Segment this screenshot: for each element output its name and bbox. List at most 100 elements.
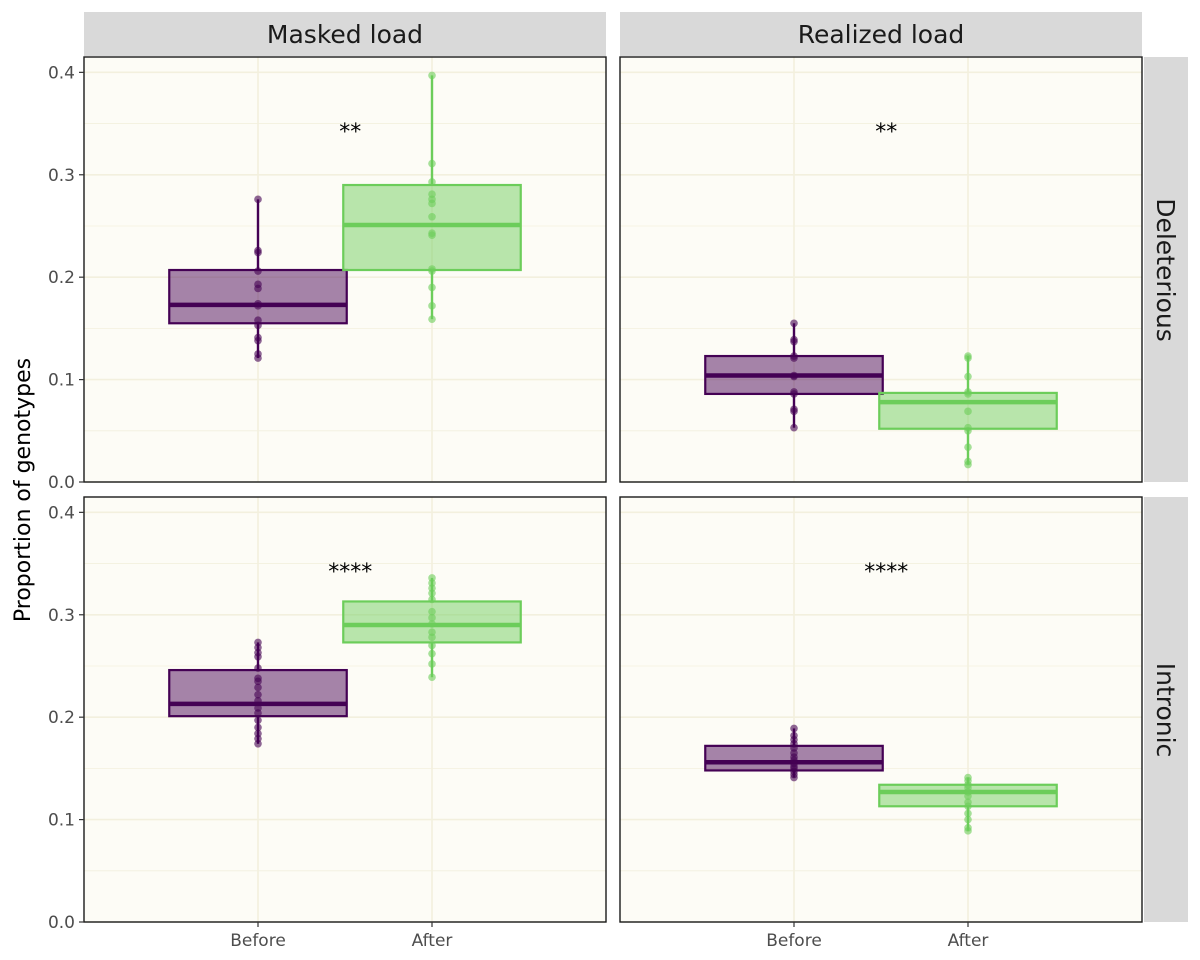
data-point bbox=[428, 620, 436, 628]
data-point bbox=[790, 724, 798, 733]
box-after bbox=[342, 574, 522, 682]
y-tick-label: 0.4 bbox=[48, 503, 75, 523]
box-before bbox=[168, 195, 348, 362]
data-point bbox=[254, 704, 262, 712]
data-point bbox=[790, 335, 798, 344]
data-point bbox=[428, 229, 436, 237]
y-tick-label: 0.2 bbox=[48, 708, 75, 728]
y-tick-label: 0.3 bbox=[48, 606, 75, 626]
data-point bbox=[254, 280, 262, 289]
panel-background bbox=[620, 497, 1142, 922]
x-tick-label: Before bbox=[230, 931, 286, 951]
box-after bbox=[878, 773, 1058, 835]
data-point bbox=[790, 405, 798, 414]
panel-masked-load-intronic: **** 0.0 0.1 0.2 0.3 0.4 Before After bbox=[48, 496, 607, 951]
data-point bbox=[964, 423, 972, 432]
data-point bbox=[254, 316, 262, 324]
data-point bbox=[790, 371, 798, 380]
data-point bbox=[254, 729, 262, 738]
y-tick-label: 0.0 bbox=[48, 913, 75, 933]
data-point bbox=[428, 641, 436, 650]
panels: **0.00.10.20.30.4******0.00.10.20.30.4Be… bbox=[48, 56, 1143, 951]
data-point bbox=[254, 674, 262, 683]
box-iqr bbox=[168, 268, 348, 325]
x-tick-label: After bbox=[948, 931, 989, 951]
panel-border bbox=[619, 56, 1143, 483]
data-point bbox=[428, 159, 436, 168]
data-point bbox=[964, 815, 972, 824]
column-strip-masked-load: Masked load bbox=[84, 12, 606, 56]
x-tick-label: After bbox=[412, 931, 453, 951]
data-point bbox=[428, 283, 436, 292]
x-tick-label: Before bbox=[766, 931, 822, 951]
data-point bbox=[428, 614, 436, 622]
data-point bbox=[428, 212, 436, 221]
data-point bbox=[790, 388, 798, 396]
data-point bbox=[254, 690, 262, 699]
significance-label: ** bbox=[875, 120, 897, 145]
data-point bbox=[428, 649, 436, 658]
data-point bbox=[428, 673, 436, 682]
data-point bbox=[254, 696, 262, 705]
row-strip-label: Deleterious bbox=[1151, 198, 1180, 342]
y-axis-title: Proportion of genotypes bbox=[11, 358, 36, 622]
box-before bbox=[704, 319, 884, 432]
panel-masked-load-deleterious: ** 0.0 0.1 0.2 0.3 0.4 bbox=[48, 56, 607, 493]
box-after bbox=[342, 71, 522, 323]
data-point bbox=[254, 246, 262, 255]
data-point bbox=[964, 443, 972, 451]
panel-border bbox=[83, 56, 607, 483]
data-point bbox=[790, 423, 798, 432]
significance-label: **** bbox=[864, 560, 908, 585]
row-strip-intronic: Intronic bbox=[1144, 497, 1188, 922]
significance-label: **** bbox=[328, 560, 372, 585]
data-point bbox=[428, 265, 436, 273]
row-strip-deleterious: Deleterious bbox=[1144, 57, 1188, 482]
data-point bbox=[428, 190, 436, 199]
panel-realized-load-deleterious: ** bbox=[619, 56, 1143, 483]
data-point bbox=[254, 664, 262, 672]
y-tick-label: 0.0 bbox=[48, 473, 75, 493]
data-point bbox=[428, 607, 436, 616]
data-point bbox=[428, 315, 436, 323]
panel-background bbox=[84, 497, 606, 922]
data-point bbox=[964, 809, 972, 818]
significance-label: ** bbox=[339, 120, 361, 145]
data-point bbox=[964, 773, 972, 782]
box-before bbox=[168, 638, 348, 748]
data-point bbox=[964, 388, 972, 396]
column-strip-label: Masked load bbox=[267, 20, 423, 49]
data-point bbox=[428, 628, 436, 636]
data-point bbox=[254, 723, 262, 732]
panel-background bbox=[620, 57, 1142, 482]
data-point bbox=[428, 178, 436, 186]
row-strip-label: Intronic bbox=[1151, 663, 1180, 758]
column-strip-label: Realized load bbox=[798, 20, 965, 49]
data-point bbox=[254, 333, 262, 342]
data-point bbox=[428, 660, 436, 668]
panel-realized-load-intronic: **** Before After bbox=[619, 496, 1143, 951]
data-point bbox=[428, 71, 436, 80]
y-tick-label: 0.2 bbox=[48, 268, 75, 288]
data-point bbox=[254, 683, 262, 692]
data-point bbox=[428, 595, 436, 604]
data-point bbox=[254, 350, 262, 358]
column-strip-realized-load: Realized load bbox=[620, 12, 1142, 56]
box-before bbox=[704, 724, 884, 782]
y-tick-label: 0.1 bbox=[48, 371, 75, 391]
data-point bbox=[428, 574, 436, 582]
box-after bbox=[878, 352, 1058, 469]
y-tick-label: 0.3 bbox=[48, 166, 75, 186]
data-point bbox=[790, 319, 798, 328]
panel-border bbox=[619, 496, 1143, 923]
data-point bbox=[790, 352, 798, 360]
y-tick-label: 0.4 bbox=[48, 63, 75, 83]
data-point bbox=[964, 352, 972, 360]
data-point bbox=[790, 731, 798, 740]
data-point bbox=[254, 300, 262, 308]
data-point bbox=[964, 407, 972, 416]
data-point bbox=[964, 823, 972, 832]
data-point bbox=[964, 798, 972, 806]
data-point bbox=[254, 195, 262, 204]
